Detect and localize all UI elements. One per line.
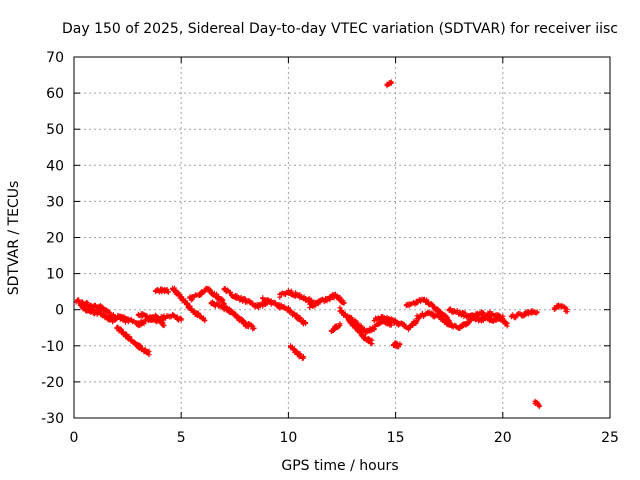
data-trace-track-14 <box>307 291 347 310</box>
point-markers <box>114 324 152 358</box>
data-trace-track-25 <box>508 308 540 321</box>
data-trace-track-10 <box>221 286 270 311</box>
y-tick-label: 50 <box>46 122 64 138</box>
x-tick-label: 10 <box>279 430 297 446</box>
data-trace-track-22 <box>414 309 474 331</box>
point-markers <box>403 296 452 325</box>
x-tick-label: 0 <box>70 430 79 446</box>
x-tick-label: 5 <box>177 430 186 446</box>
y-tick-label: 10 <box>46 267 64 283</box>
data-trace-track-5 <box>135 311 184 325</box>
y-tick-label: -20 <box>41 375 64 391</box>
data-trace-track-26 <box>532 398 542 410</box>
data-trace-track-27 <box>551 302 570 315</box>
data-trace-track-20 <box>391 340 403 350</box>
x-tick-label: 20 <box>494 430 512 446</box>
point-markers <box>384 79 394 89</box>
point-markers <box>532 398 542 410</box>
data-trace-track-19 <box>371 314 420 333</box>
point-markers <box>221 286 270 311</box>
point-markers <box>470 309 510 329</box>
point-markers <box>414 309 474 331</box>
y-axis-label: SDTVAR / TECUs <box>6 181 22 296</box>
data-trace-track-18 <box>384 79 394 89</box>
data-trace-track-24 <box>470 309 510 329</box>
data-trace-track-13 <box>288 343 306 361</box>
y-tick-label: 70 <box>46 50 64 66</box>
chart-title: Day 150 of 2025, Sidereal Day-to-day VTE… <box>62 21 618 37</box>
point-markers <box>307 291 347 310</box>
y-tick-label: -30 <box>41 411 64 427</box>
x-tick-label: 15 <box>387 430 405 446</box>
data-points <box>73 79 570 410</box>
data-trace-track-21 <box>403 296 452 325</box>
point-markers <box>135 311 184 325</box>
axis-ticks: 0 5 10 15 20 25 -30 -20 -10 0 10 20 30 40 50 60 70 <box>41 50 619 446</box>
x-axis-label: GPS time / hours <box>281 458 398 474</box>
y-tick-label: 20 <box>46 231 64 247</box>
point-markers <box>153 286 171 295</box>
point-markers <box>170 285 208 324</box>
y-tick-label: 0 <box>55 303 64 319</box>
x-tick-label: 25 <box>601 430 619 446</box>
point-markers <box>187 285 227 307</box>
y-tick-label: -10 <box>41 339 64 355</box>
point-markers <box>208 299 257 332</box>
y-tick-label: 30 <box>46 194 64 210</box>
point-markers <box>391 340 403 350</box>
point-markers <box>371 314 420 333</box>
y-tick-label: 40 <box>46 158 64 174</box>
data-trace-track-8 <box>187 285 227 307</box>
point-markers <box>508 308 540 321</box>
point-markers <box>288 343 306 361</box>
point-markers <box>328 321 343 334</box>
data-trace-track-15 <box>328 321 343 334</box>
point-markers <box>551 302 570 315</box>
grid <box>74 57 610 418</box>
data-trace-track-7 <box>170 285 208 324</box>
data-trace-track-11 <box>260 295 309 327</box>
data-trace-track-3 <box>114 324 152 358</box>
point-markers <box>260 295 309 327</box>
y-tick-label: 60 <box>46 86 64 102</box>
data-trace-track-6 <box>153 286 171 295</box>
data-trace-track-9 <box>208 299 257 332</box>
